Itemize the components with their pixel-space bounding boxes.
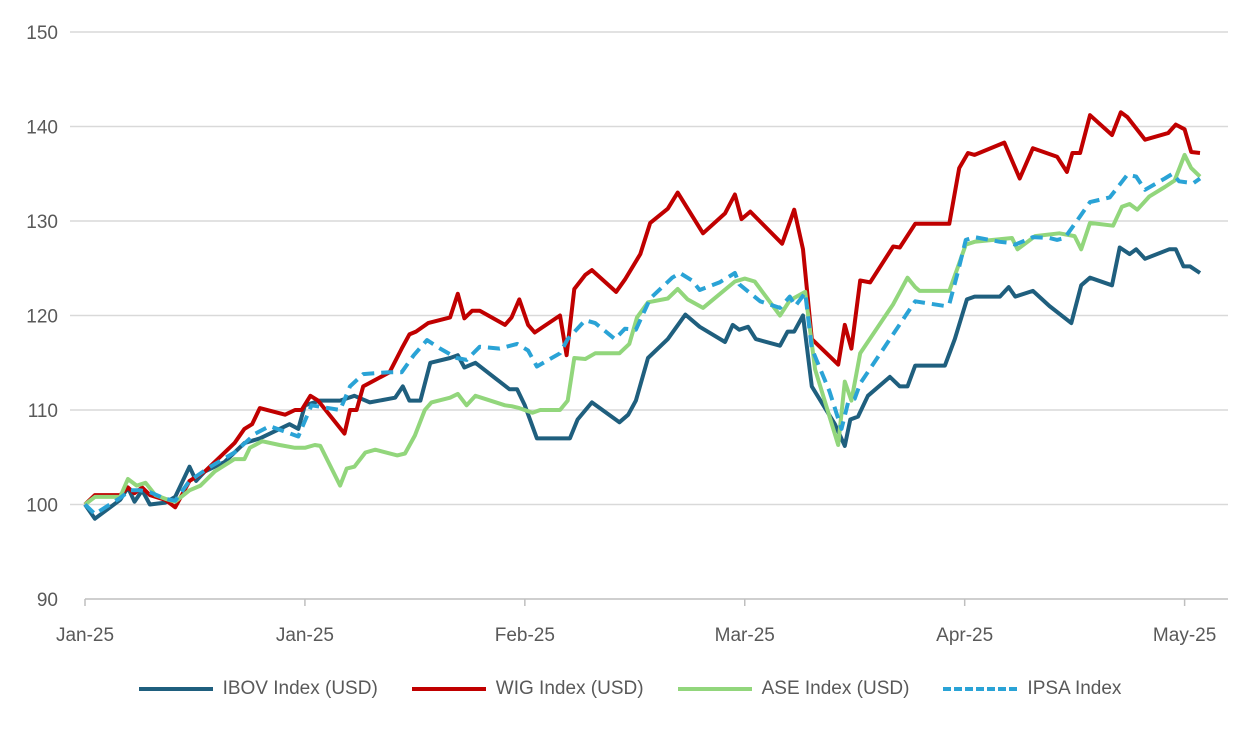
legend-swatch xyxy=(943,687,1018,691)
series-line-ase-index-usd xyxy=(83,152,1202,507)
series-lines xyxy=(83,110,1202,521)
y-tick-label: 150 xyxy=(26,23,58,44)
legend-item: WIG Index (USD) xyxy=(411,678,644,700)
x-tick-label: Feb-25 xyxy=(495,625,555,646)
legend-swatch xyxy=(677,687,752,691)
legend-swatch xyxy=(138,687,213,691)
series-line-ibov-index-usd xyxy=(83,245,1202,521)
x-axis-tick-labels: Jan-25 Jan-25 Feb-25 Mar-25 Apr-25 May-25 xyxy=(56,599,1216,646)
y-tick-label: 100 xyxy=(26,496,58,517)
series-line-wig-index-usd xyxy=(83,110,1201,510)
y-tick-label: 90 xyxy=(37,590,58,611)
y-axis-tick-labels: 90 100 110 120 130 140 150 xyxy=(26,23,58,611)
legend-label: IPSA Index xyxy=(1027,678,1122,699)
x-tick-label: Jan-25 xyxy=(276,625,334,646)
legend-item: ASE Index (USD) xyxy=(677,678,910,700)
x-tick-label: Jan-25 xyxy=(56,625,114,646)
legend-item: IBOV Index (USD) xyxy=(138,678,378,700)
legend: IBOV Index (USD) WIG Index (USD) ASE Index… xyxy=(0,678,1260,700)
x-tick-label: May-25 xyxy=(1153,625,1216,646)
legend-label: WIG Index (USD) xyxy=(495,678,644,699)
y-tick-label: 120 xyxy=(26,307,58,328)
legend-swatch xyxy=(411,687,486,691)
legend-item: IPSA Index xyxy=(943,678,1121,700)
y-tick-label: 130 xyxy=(26,212,58,233)
legend-label: ASE Index (USD) xyxy=(761,678,910,699)
series-line-ipsa-index xyxy=(83,171,1202,516)
y-tick-label: 140 xyxy=(26,118,58,139)
gridlines xyxy=(70,31,1228,506)
legend-label: IBOV Index (USD) xyxy=(222,678,378,699)
y-tick-label: 110 xyxy=(28,401,58,422)
x-tick-label: Mar-25 xyxy=(715,625,775,646)
x-tick-label: Apr-25 xyxy=(936,625,993,646)
